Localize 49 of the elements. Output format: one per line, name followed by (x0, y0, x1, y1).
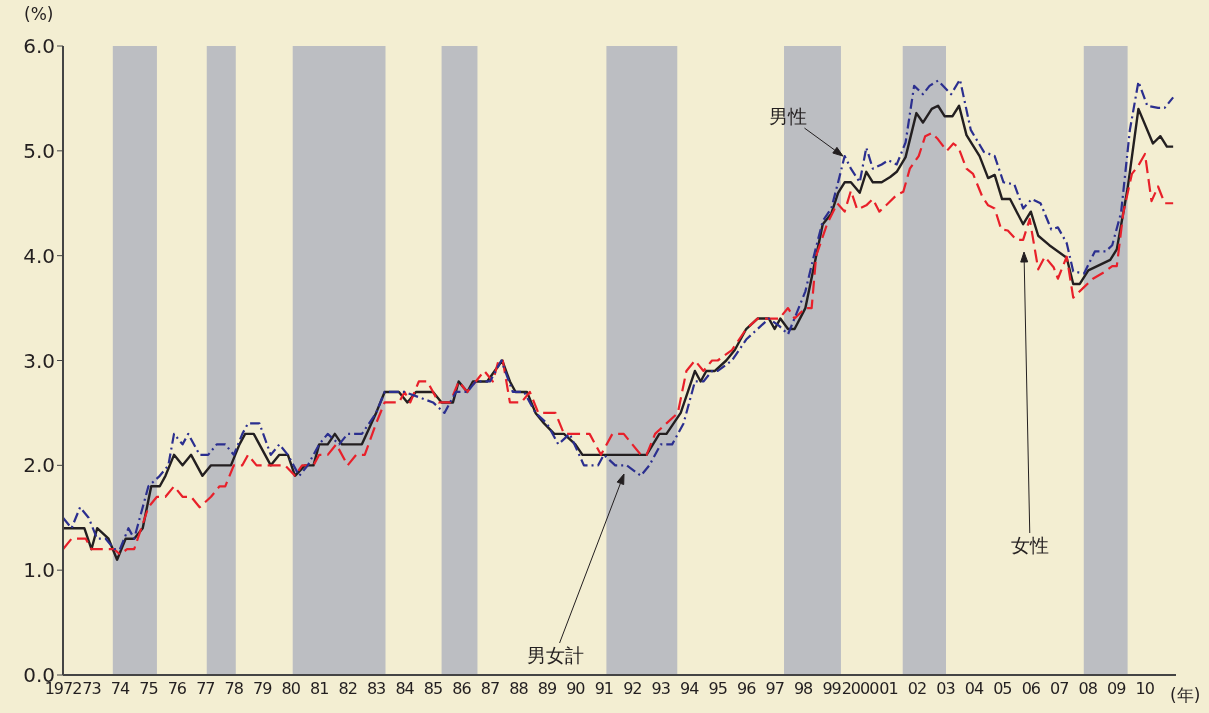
x-tick-label: 85 (423, 679, 443, 699)
x-tick-label: 05 (993, 679, 1012, 699)
annotation: 女性 (1011, 534, 1049, 556)
y-tick-label: 4.0 (23, 243, 55, 268)
x-tick-label: 10 (1135, 679, 1155, 699)
y-axis-title: (%) (24, 4, 54, 24)
x-tick-label: 82 (338, 679, 357, 699)
x-tick-label: 79 (253, 679, 273, 699)
annotation: 男女計 (526, 644, 584, 666)
x-tick-label: 92 (623, 679, 642, 699)
x-tick-label: 73 (82, 679, 101, 699)
x-tick-label: 06 (1021, 679, 1041, 699)
x-tick-label: 08 (1078, 679, 1098, 699)
x-tick-label: 09 (1107, 679, 1127, 699)
annotation: 男性 (768, 105, 807, 128)
x-tick-label: 97 (765, 679, 784, 699)
x-tick-label: 81 (310, 679, 329, 699)
x-tick-label: 02 (907, 679, 927, 699)
y-tick-label: 3.0 (23, 348, 55, 373)
x-tick-label: 94 (680, 679, 700, 699)
y-tick-label: 5.0 (23, 138, 55, 163)
x-tick-label: 78 (224, 679, 244, 699)
x-tick-label: 88 (509, 679, 529, 699)
x-tick-label: 84 (395, 679, 415, 699)
x-tick-label: 04 (964, 679, 984, 699)
x-tick-label: 03 (936, 679, 955, 699)
x-tick-label: 93 (651, 679, 670, 699)
x-tick-label: 98 (793, 679, 814, 699)
x-tick-label: 76 (167, 679, 187, 699)
x-tick-label: 91 (594, 679, 614, 699)
x-tick-label: 01 (879, 679, 898, 699)
x-tick-label: 87 (480, 679, 500, 699)
x-tick-label: 77 (196, 679, 215, 699)
y-tick-label: 6.0 (23, 34, 55, 59)
x-tick-label: 2000 (841, 679, 880, 699)
x-tick-label: 74 (110, 679, 130, 699)
x-axis-title: (年) (1170, 684, 1201, 707)
x-tick-label: 90 (566, 679, 586, 699)
y-tick-label: 2.0 (23, 453, 55, 478)
x-tick-label: 75 (139, 679, 158, 699)
y-tick-label: 1.0 (23, 558, 55, 583)
x-tick-label: 86 (452, 679, 472, 699)
x-tick-label: 95 (708, 679, 727, 699)
x-tick-label: 89 (537, 679, 557, 699)
x-tick-label: 80 (281, 679, 301, 699)
x-tick-label: 07 (1050, 679, 1069, 699)
x-tick-label: 83 (366, 679, 386, 699)
x-tick-label: 99 (822, 679, 842, 699)
x-tick-label: 96 (736, 679, 757, 699)
